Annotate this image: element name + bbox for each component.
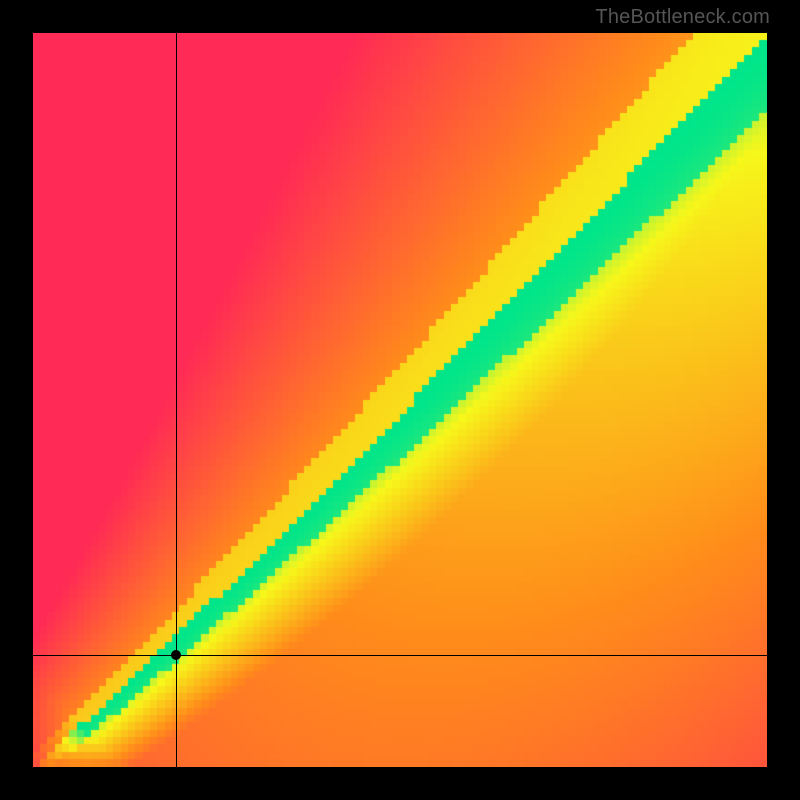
watermark-text: TheBottleneck.com [595,6,770,29]
crosshair-horizontal [33,655,767,656]
heatmap-canvas [33,33,767,767]
heatmap-plot [33,33,767,767]
